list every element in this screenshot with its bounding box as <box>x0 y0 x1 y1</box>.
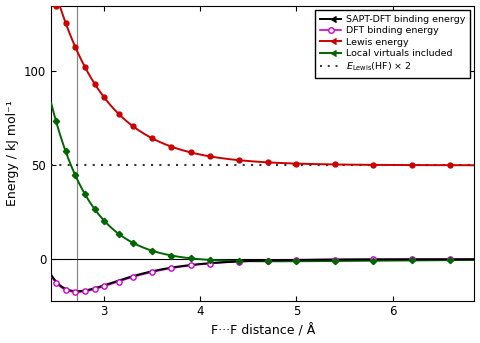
Legend: SAPT-DFT binding energy, DFT binding energy, Lewis energy, Local virtuals includ: SAPT-DFT binding energy, DFT binding ene… <box>315 10 470 78</box>
Y-axis label: Energy / kJ mol⁻¹: Energy / kJ mol⁻¹ <box>6 100 19 206</box>
X-axis label: F···F distance / Å: F···F distance / Å <box>211 324 315 338</box>
